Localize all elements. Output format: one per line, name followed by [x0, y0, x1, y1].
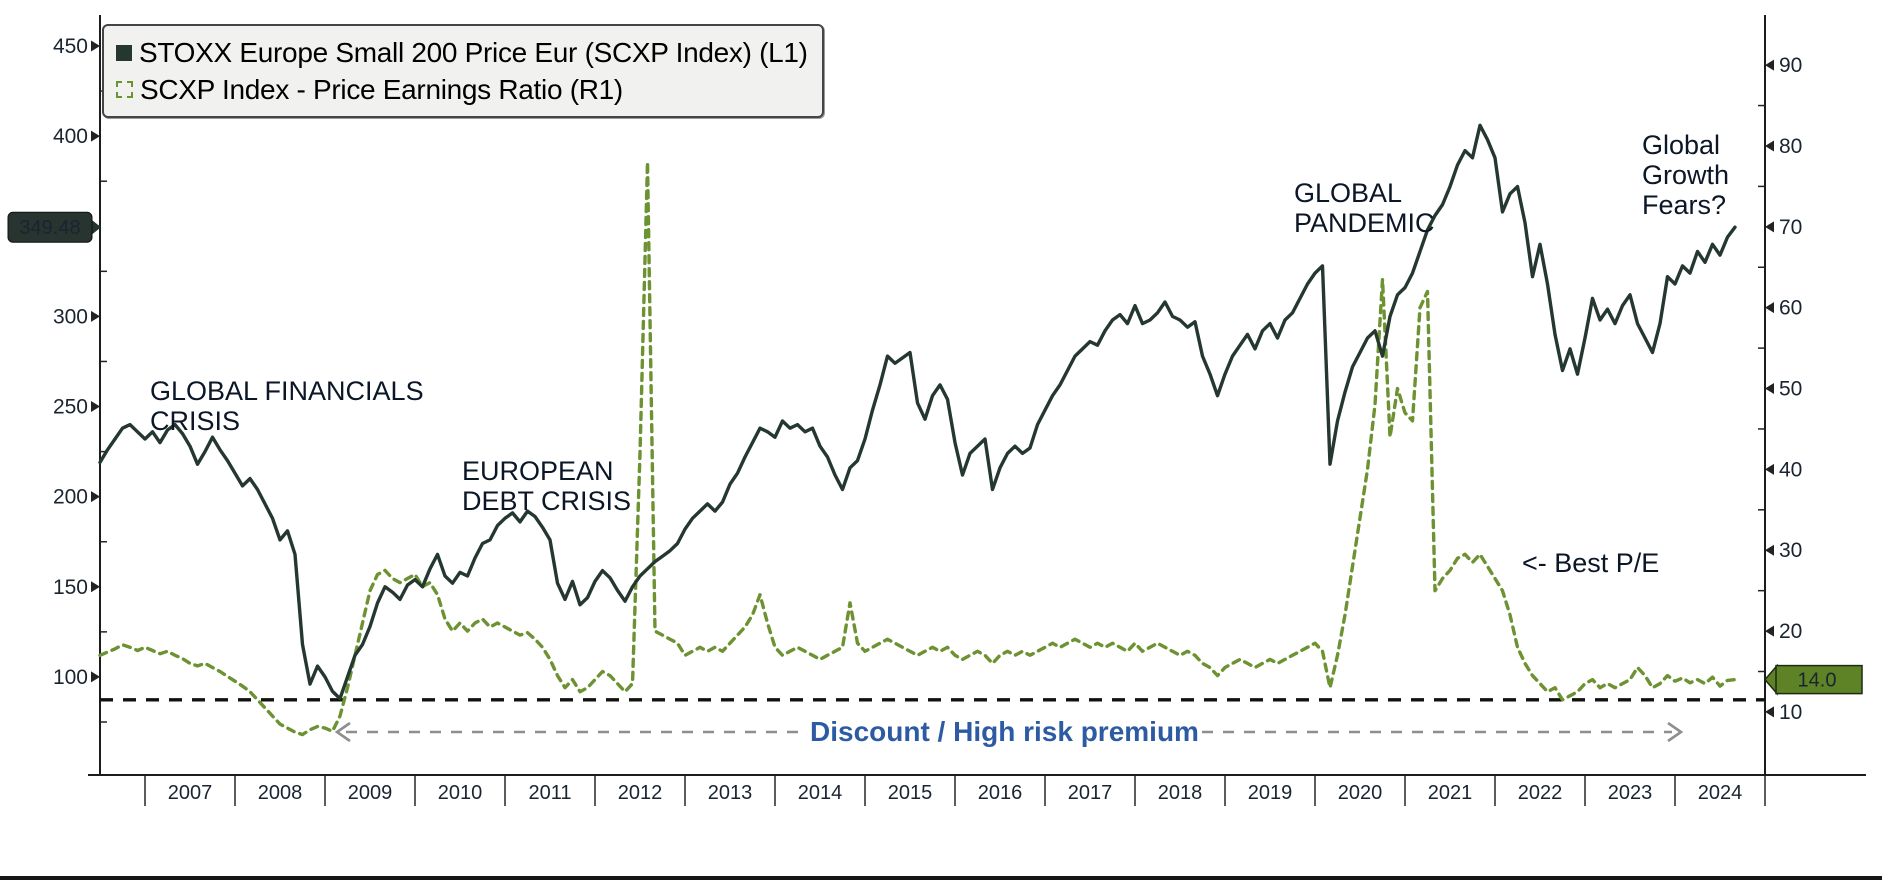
annotation-line: GLOBAL — [1294, 178, 1403, 208]
x-tick-label: 2021 — [1428, 782, 1473, 804]
left-axis-tick-label: 100 — [53, 666, 88, 689]
right-arrowhead-icon — [1667, 721, 1684, 743]
x-tick-label: 2018 — [1158, 782, 1203, 804]
annotation-line: CRISIS — [150, 406, 241, 436]
x-tick-label: 2020 — [1338, 782, 1383, 804]
annotation-line: PANDEMIC — [1294, 208, 1435, 238]
filled-square-icon — [116, 44, 132, 61]
left-axis-tick-label: 200 — [53, 486, 88, 509]
left-axis-tick-label: 300 — [53, 305, 88, 328]
right-axis-tick-label: 50 — [1779, 378, 1802, 401]
annotation-line: EUROPEAN — [462, 456, 614, 486]
legend-label-price: STOXX Europe Small 200 Price Eur (SCXP I… — [139, 37, 808, 68]
x-tick-label: 2019 — [1248, 782, 1293, 804]
price-last-value: 349.48 — [19, 217, 80, 239]
x-tick-label: 2011 — [528, 782, 571, 804]
x-tick-label: 2022 — [1518, 782, 1563, 804]
x-tick-label: 2015 — [888, 782, 933, 804]
annotation-line: DEBT CRISIS — [462, 486, 632, 516]
annotation-line: GLOBAL FINANCIALS — [150, 376, 424, 406]
legend-item-price: STOXX Europe Small 200 Price Eur (SCXP I… — [116, 34, 808, 71]
x-tick-label: 2023 — [1608, 782, 1653, 804]
right-axis-tick-label: 70 — [1779, 216, 1802, 239]
annotation-best-pe: <- Best P/E — [1522, 548, 1659, 578]
dashed-square-icon — [116, 81, 133, 98]
annotation-line: Growth — [1642, 160, 1730, 190]
annotation-global-pandemic: GLOBAL PANDEMIC — [1294, 178, 1435, 238]
pe-ratio-line-series — [98, 160, 1737, 737]
x-tick-label: 2010 — [438, 782, 483, 804]
x-tick-label: 2024 — [1698, 782, 1743, 804]
left-axis-tick-label: 150 — [53, 576, 88, 599]
annotation-global-financials-crisis: GLOBAL FINANCIALS CRISIS — [150, 376, 424, 436]
right-axis-tick-label: 80 — [1779, 135, 1802, 158]
left-arrowhead-icon — [334, 721, 351, 743]
x-tick-label: 2012 — [618, 782, 663, 804]
right-axis-tick-label: 40 — [1779, 458, 1802, 481]
x-tick-label: 2009 — [348, 782, 393, 804]
left-axis-tick-label: 400 — [53, 125, 88, 148]
annotation-global-growth-fears: Global Growth Fears? — [1642, 130, 1729, 220]
annotation-line: <- Best P/E — [1522, 548, 1660, 578]
left-axis-tick-label: 250 — [53, 396, 88, 419]
right-axis-tick-label: 20 — [1779, 620, 1802, 643]
chart-legend: STOXX Europe Small 200 Price Eur (SCXP I… — [102, 24, 824, 118]
x-tick-label: 2017 — [1068, 782, 1113, 804]
x-tick-label: 2008 — [258, 782, 303, 804]
legend-label-pe: SCXP Index - Price Earnings Ratio (R1) — [140, 74, 623, 105]
annotation-line: Fears? — [1642, 190, 1727, 220]
right-axis-last-value-badge — [1775, 664, 1863, 695]
annotation-european-debt-crisis: EUROPEAN DEBT CRISIS — [462, 456, 631, 516]
annotation-discount-high-risk-premium: Discount / High risk premium — [810, 716, 1199, 747]
legend-item-pe: SCXP Index - Price Earnings Ratio (R1) — [116, 71, 808, 108]
right-axis-tick-label: 60 — [1779, 297, 1802, 320]
pe-last-value: 14.0 — [1798, 670, 1837, 692]
left-axis-tick-label: 450 — [53, 35, 88, 58]
left-axis-last-value-badge — [7, 211, 93, 243]
price-line-series — [98, 123, 1737, 701]
right-axis-tick-label: 10 — [1779, 701, 1802, 724]
x-tick-label: 2007 — [168, 782, 213, 804]
x-tick-label: 2016 — [978, 782, 1023, 804]
x-tick-label: 2014 — [798, 782, 843, 804]
right-axis-tick-label: 30 — [1779, 539, 1802, 562]
x-tick-label: 2013 — [708, 782, 753, 804]
window-bottom-border — [0, 876, 1882, 880]
annotation-line: Global — [1642, 130, 1721, 160]
right-axis-tick-label: 90 — [1779, 54, 1802, 77]
